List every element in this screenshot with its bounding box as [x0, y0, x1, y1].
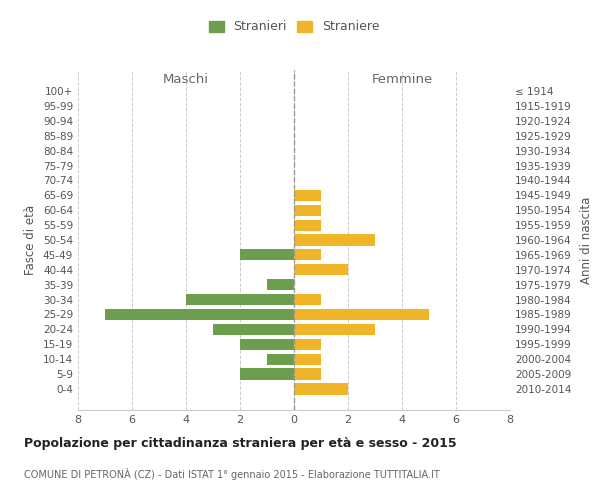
Legend: Stranieri, Straniere: Stranieri, Straniere — [205, 16, 383, 37]
Bar — [213, 324, 294, 335]
Bar — [294, 354, 321, 365]
Bar — [294, 190, 321, 201]
Bar — [294, 324, 375, 335]
Y-axis label: Anni di nascita: Anni di nascita — [580, 196, 593, 284]
Bar — [294, 220, 321, 230]
Text: Maschi: Maschi — [163, 72, 209, 86]
Bar — [240, 338, 294, 350]
Bar — [267, 279, 294, 290]
Text: Popolazione per cittadinanza straniera per età e sesso - 2015: Popolazione per cittadinanza straniera p… — [24, 438, 457, 450]
Bar — [186, 294, 294, 305]
Text: Femmine: Femmine — [371, 72, 433, 86]
Bar — [294, 368, 321, 380]
Bar — [105, 309, 294, 320]
Bar — [294, 338, 321, 350]
Bar — [240, 250, 294, 260]
Bar — [294, 204, 321, 216]
Y-axis label: Fasce di età: Fasce di età — [25, 205, 37, 275]
Text: COMUNE DI PETRONÀ (CZ) - Dati ISTAT 1° gennaio 2015 - Elaborazione TUTTITALIA.IT: COMUNE DI PETRONÀ (CZ) - Dati ISTAT 1° g… — [24, 468, 440, 479]
Bar — [294, 234, 375, 246]
Bar — [294, 264, 348, 276]
Bar — [267, 354, 294, 365]
Bar — [294, 384, 348, 394]
Bar — [240, 368, 294, 380]
Bar — [294, 294, 321, 305]
Bar — [294, 309, 429, 320]
Bar — [294, 250, 321, 260]
